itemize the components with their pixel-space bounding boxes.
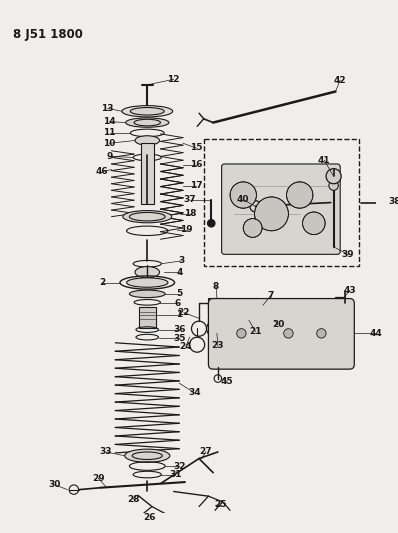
Bar bbox=[211, 337, 222, 350]
Circle shape bbox=[317, 329, 326, 338]
Text: 42: 42 bbox=[334, 76, 347, 85]
Text: 5: 5 bbox=[176, 289, 182, 298]
Text: 34: 34 bbox=[188, 388, 201, 397]
Text: 24: 24 bbox=[179, 342, 192, 351]
Ellipse shape bbox=[123, 211, 172, 223]
Text: 8 J51 1800: 8 J51 1800 bbox=[13, 28, 82, 42]
Ellipse shape bbox=[129, 290, 165, 297]
Text: 25: 25 bbox=[215, 500, 227, 509]
Text: 21: 21 bbox=[249, 327, 262, 336]
Circle shape bbox=[207, 220, 215, 227]
Bar bbox=[140, 143, 154, 205]
Bar bbox=[209, 297, 225, 313]
Text: 2: 2 bbox=[99, 278, 105, 287]
Circle shape bbox=[237, 329, 246, 338]
Ellipse shape bbox=[125, 449, 170, 462]
Bar bbox=[139, 307, 156, 328]
Text: 35: 35 bbox=[173, 334, 185, 343]
Ellipse shape bbox=[135, 136, 160, 145]
Text: 30: 30 bbox=[49, 480, 61, 489]
FancyBboxPatch shape bbox=[209, 298, 354, 369]
Text: 31: 31 bbox=[169, 470, 182, 479]
FancyBboxPatch shape bbox=[222, 164, 340, 254]
Text: 39: 39 bbox=[341, 250, 354, 259]
Circle shape bbox=[230, 182, 256, 208]
Text: 15: 15 bbox=[190, 143, 203, 152]
Text: 38: 38 bbox=[388, 197, 398, 206]
Circle shape bbox=[284, 329, 293, 338]
Ellipse shape bbox=[130, 108, 164, 115]
Ellipse shape bbox=[127, 278, 168, 287]
Text: 16: 16 bbox=[190, 160, 203, 169]
Text: 23: 23 bbox=[212, 341, 224, 350]
Circle shape bbox=[287, 182, 313, 208]
Text: 20: 20 bbox=[272, 320, 284, 329]
Text: 10: 10 bbox=[103, 139, 116, 148]
Circle shape bbox=[326, 168, 341, 184]
Circle shape bbox=[302, 212, 325, 235]
Ellipse shape bbox=[126, 118, 169, 127]
Ellipse shape bbox=[135, 266, 160, 278]
Text: 33: 33 bbox=[100, 448, 112, 456]
Text: 11: 11 bbox=[103, 128, 116, 138]
Text: 3: 3 bbox=[178, 256, 184, 265]
Text: 27: 27 bbox=[199, 448, 212, 456]
Text: 9: 9 bbox=[106, 152, 113, 161]
Ellipse shape bbox=[122, 106, 173, 117]
Text: 28: 28 bbox=[127, 495, 139, 504]
Text: 26: 26 bbox=[143, 513, 155, 522]
Text: 43: 43 bbox=[343, 286, 356, 295]
Text: 45: 45 bbox=[221, 377, 234, 386]
Text: 36: 36 bbox=[173, 325, 185, 334]
Text: 41: 41 bbox=[318, 156, 330, 165]
Text: 40: 40 bbox=[237, 195, 250, 204]
Text: 12: 12 bbox=[168, 75, 180, 84]
Text: 8: 8 bbox=[213, 282, 219, 291]
Circle shape bbox=[255, 197, 289, 231]
Text: 32: 32 bbox=[173, 462, 185, 471]
Text: 13: 13 bbox=[101, 104, 114, 113]
Bar bbox=[204, 139, 359, 265]
Text: 22: 22 bbox=[178, 308, 190, 317]
Circle shape bbox=[243, 219, 262, 237]
Text: 44: 44 bbox=[370, 329, 382, 338]
Text: 19: 19 bbox=[180, 225, 193, 235]
Text: 1: 1 bbox=[176, 310, 182, 319]
Text: 4: 4 bbox=[176, 268, 182, 277]
Text: 7: 7 bbox=[267, 291, 274, 300]
Text: 6: 6 bbox=[174, 299, 181, 308]
Text: 37: 37 bbox=[183, 195, 196, 204]
Text: 17: 17 bbox=[190, 181, 203, 190]
Text: 18: 18 bbox=[184, 209, 197, 219]
Text: 14: 14 bbox=[103, 117, 116, 126]
Circle shape bbox=[329, 181, 338, 190]
Text: 29: 29 bbox=[92, 474, 105, 483]
Text: 46: 46 bbox=[96, 167, 108, 176]
